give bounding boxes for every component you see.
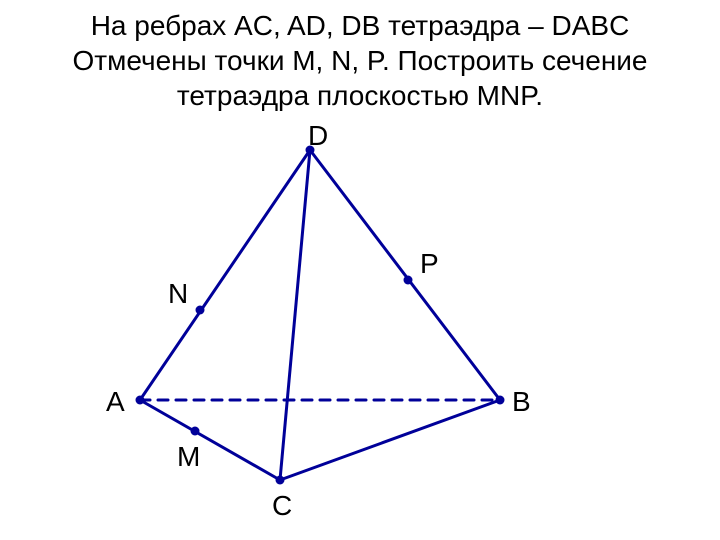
- node-N: [196, 306, 205, 315]
- slide: На ребрах AC, AD, DB тетраэдра – DABC От…: [0, 0, 720, 540]
- point-label-P: P: [420, 248, 439, 280]
- node-M: [191, 427, 200, 436]
- problem-title: На ребрах AC, AD, DB тетраэдра – DABC От…: [0, 8, 720, 113]
- edge-DC: [280, 150, 310, 480]
- node-A: [136, 396, 145, 405]
- node-P: [404, 276, 413, 285]
- edge-DA: [140, 150, 310, 400]
- edge-AC: [140, 400, 280, 480]
- tetrahedron-diagram: D A B C P N M: [100, 130, 620, 530]
- vertex-label-C: C: [272, 490, 292, 522]
- point-label-N: N: [168, 278, 188, 310]
- vertex-label-A: A: [106, 386, 125, 418]
- edge-CB: [280, 400, 500, 480]
- point-label-M: M: [177, 441, 200, 473]
- vertex-label-D: D: [308, 120, 328, 152]
- edge-DB: [310, 150, 500, 400]
- node-B: [496, 396, 505, 405]
- vertex-label-B: B: [512, 386, 531, 418]
- node-C: [276, 476, 285, 485]
